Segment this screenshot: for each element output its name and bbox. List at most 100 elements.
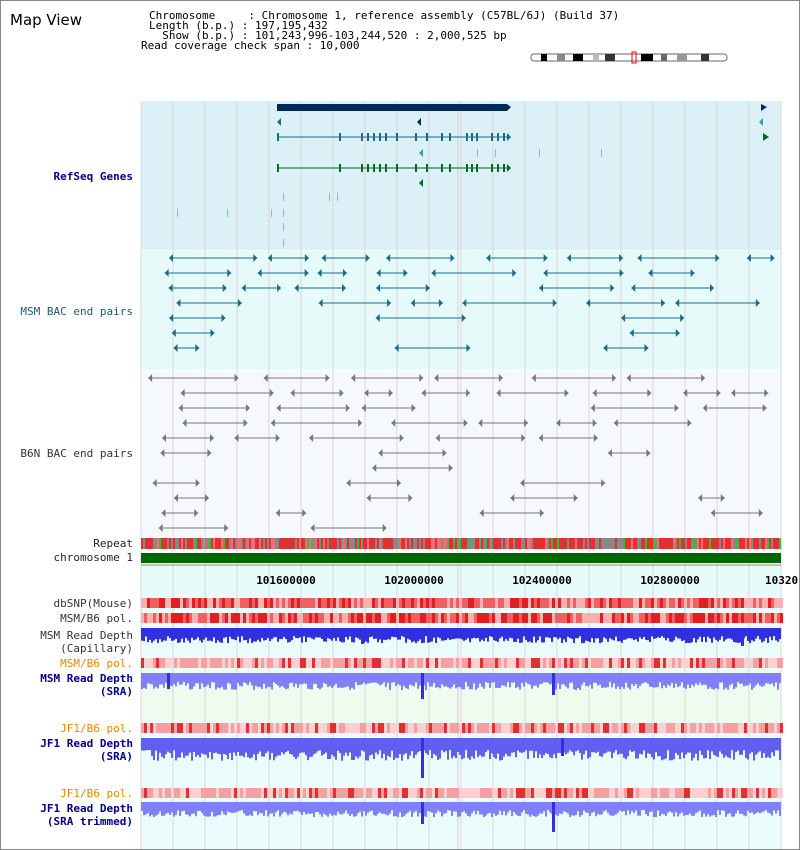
depth-bar (275, 738, 277, 757)
bac-end-marker (365, 254, 370, 262)
depth-bar (643, 628, 645, 637)
dbsnp-label[interactable]: dbSNP(Mouse) (53, 597, 133, 610)
pol-cell (372, 598, 375, 608)
pol-cell (768, 788, 771, 798)
depth-bar (355, 673, 357, 683)
msm-b6-pol-label[interactable]: MSM/B6 pol. (60, 612, 133, 625)
gene-arrow (507, 164, 511, 172)
read-depth-tracks[interactable] (141, 628, 781, 832)
refseq-genes-label[interactable]: RefSeq Genes (53, 170, 133, 183)
depth-bar (219, 802, 221, 815)
depth-bar (487, 628, 489, 642)
pol-cell (369, 723, 372, 733)
depth-bar (463, 673, 465, 690)
pol-cell (522, 788, 525, 798)
bac-end-marker (629, 329, 634, 337)
jf1-b6-pol-label[interactable]: JF1/B6 pol. (60, 722, 133, 735)
depth-bar (355, 802, 357, 817)
pol-cell (462, 723, 465, 733)
depth-bar (545, 673, 547, 683)
repeat-segment (769, 538, 771, 549)
jf1-b6-pol-trim-label[interactable]: JF1/B6 pol. (60, 787, 133, 800)
pol-cell (324, 658, 327, 668)
depth-bar (659, 738, 661, 757)
depth-bar (393, 738, 395, 761)
chromosome-ideogram[interactable] (530, 51, 728, 64)
msm-b6-pol-sra-label[interactable]: MSM/B6 pol. (60, 657, 133, 670)
depth-bar (255, 673, 257, 686)
polymorphism-strips[interactable] (141, 598, 783, 798)
depth-bar (359, 628, 361, 640)
pol-cell (426, 598, 429, 608)
depth-bar (569, 673, 571, 684)
pol-cell (717, 613, 720, 623)
depth-bar (357, 802, 359, 814)
depth-bar (215, 673, 217, 690)
pol-cell (309, 723, 312, 733)
refseq-genes[interactable] (177, 104, 769, 247)
depth-bar (705, 738, 707, 758)
depth-bar (273, 673, 275, 683)
msm-bac-end-pairs[interactable] (164, 254, 775, 352)
repeat-segment (391, 538, 393, 549)
repeat-segment (547, 538, 549, 549)
bac-end-marker (158, 524, 163, 532)
depth-bar (509, 738, 511, 757)
msm-depth-sra-label[interactable]: MSM Read Depth (40, 672, 133, 685)
chromosome-bar[interactable] (141, 553, 781, 563)
pol-cell (426, 723, 429, 733)
depth-bar (641, 628, 643, 639)
bac-end-marker (263, 374, 268, 382)
bac-end-marker (411, 404, 416, 412)
pol-cell (252, 613, 255, 623)
repeat-segment (169, 538, 171, 549)
b6n-bac-label[interactable]: B6N BAC end pairs (20, 447, 133, 460)
pol-cell (579, 658, 582, 668)
b6n-bac-end-pairs[interactable] (148, 374, 769, 532)
depth-bar (209, 802, 211, 817)
depth-bar (215, 738, 217, 753)
pol-cell (408, 658, 411, 668)
repeat-segment (417, 538, 419, 549)
depth-bar (351, 738, 353, 761)
depth-bar (463, 802, 465, 812)
exon (491, 164, 493, 172)
depth-bar (697, 802, 699, 812)
depth-bar (141, 628, 143, 641)
depth-bar (145, 673, 147, 689)
bac-end-marker (601, 479, 606, 487)
jf1-depth-sra-label[interactable]: JF1 Read Depth (40, 737, 133, 750)
msm-bac-label[interactable]: MSM BAC end pairs (20, 305, 133, 318)
depth-bar (427, 802, 429, 812)
pol-cell (741, 723, 744, 733)
pol-cell (561, 658, 564, 668)
repeat-label[interactable]: Repeat (93, 537, 133, 550)
gene-feature[interactable] (277, 104, 507, 111)
jf1-depth-trim-label[interactable]: JF1 Read Depth (40, 802, 133, 815)
pol-cell (432, 788, 435, 798)
depth-bar (557, 738, 559, 753)
pol-cell (198, 613, 201, 623)
depth-bar (759, 802, 761, 814)
pol-cell (711, 598, 714, 608)
depth-bar (217, 802, 219, 816)
pol-cell (519, 598, 522, 608)
pol-cell (363, 658, 366, 668)
pol-cell (153, 788, 156, 798)
pol-cell (573, 788, 576, 798)
depth-bar (359, 802, 361, 812)
depth-bar (733, 738, 735, 760)
bac-end-marker (461, 314, 466, 322)
pol-cell (204, 658, 207, 668)
repeat-segment (401, 538, 403, 549)
pol-cell (294, 723, 297, 733)
depth-bar (329, 673, 331, 686)
depth-bar (431, 628, 433, 642)
depth-bar (671, 802, 673, 813)
pol-cell (264, 658, 267, 668)
bac-end-marker (310, 524, 315, 532)
repeat-track[interactable] (141, 538, 781, 549)
msm-depth-capillary-label[interactable]: MSM Read Depth (40, 629, 133, 642)
chromosome-label[interactable]: chromosome 1 (53, 551, 133, 564)
repeat-segment (667, 538, 669, 549)
